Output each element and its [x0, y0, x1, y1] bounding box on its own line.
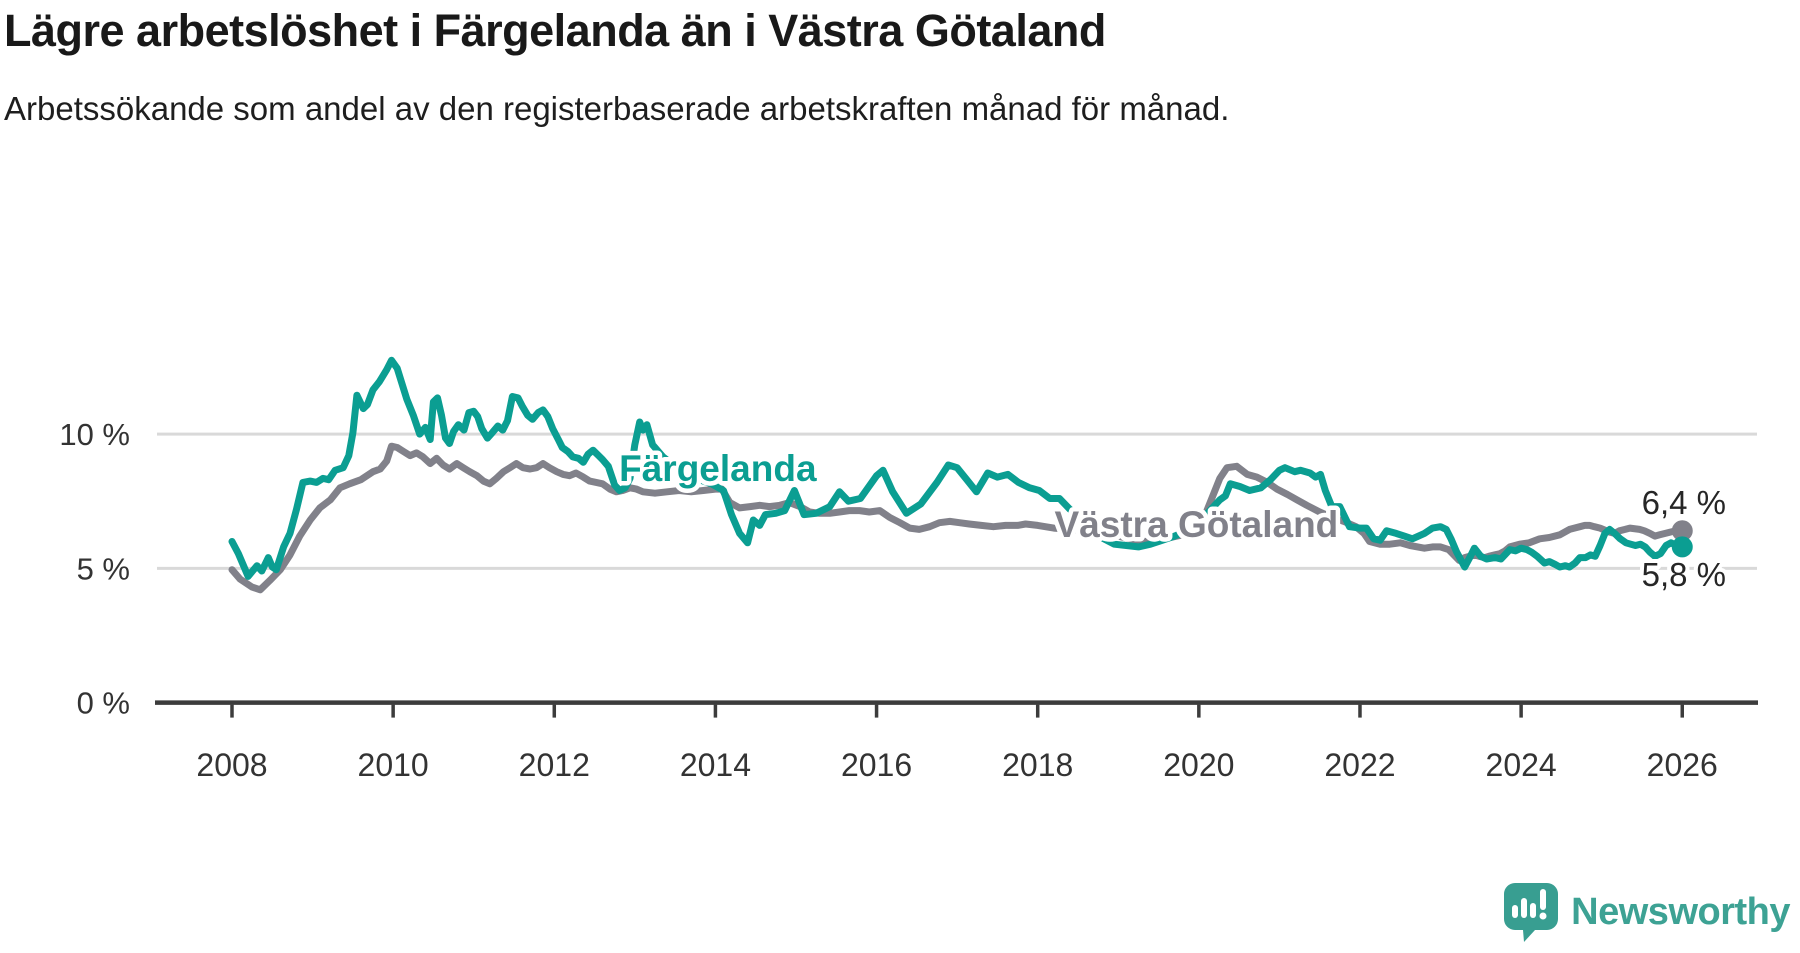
x-tick-label-2018: 2018 — [1002, 747, 1073, 783]
logo-bar-3 — [1530, 903, 1537, 918]
x-tick-label-2008: 2008 — [196, 747, 267, 783]
y-tick-label-0: 0 % — [77, 686, 130, 721]
end-value-label-vastra-gotaland: 6,4 % — [1642, 484, 1726, 521]
logo-bar-2 — [1521, 898, 1528, 918]
logo-exclamation-icon — [1540, 889, 1547, 910]
series-line-fargelanda — [228, 356, 1686, 580]
end-dot-vastra-gotaland — [1671, 520, 1693, 542]
newsworthy-logo: Newsworthy — [1504, 883, 1790, 942]
x-tick-label-2014: 2014 — [680, 747, 751, 783]
chart-subtitle: Arbetssökande som andel av den registerb… — [4, 90, 1230, 127]
newsworthy-logo-text: Newsworthy — [1571, 891, 1790, 933]
series-label-vastra-gotaland: Västra Götaland — [1055, 504, 1339, 545]
series-label-fargelanda: Färgelanda — [619, 448, 817, 489]
end-dot-fargelanda — [1671, 536, 1693, 558]
y-tick-label-10: 10 % — [59, 417, 130, 452]
x-tick-label-2016: 2016 — [841, 747, 912, 783]
end-value-label-fargelanda: 5,8 % — [1642, 556, 1726, 593]
chart-header: Lägre arbetslöshet i Färgelanda än i Väs… — [4, 4, 1464, 133]
series-line-vastra-gotaland — [228, 442, 1686, 594]
x-tick-label-2022: 2022 — [1324, 747, 1395, 783]
x-tick-label-2020: 2020 — [1163, 747, 1234, 783]
logo-exclamation-dot — [1539, 912, 1547, 920]
page-title: Lägre arbetslöshet i Färgelanda än i Väs… — [4, 5, 1106, 56]
y-tick-label-5: 5 % — [77, 551, 130, 586]
newsworthy-logo-icon — [1504, 883, 1559, 942]
x-tick-label-2012: 2012 — [519, 747, 590, 783]
x-tick-label-2026: 2026 — [1647, 747, 1718, 783]
x-tick-label-2024: 2024 — [1486, 747, 1557, 783]
logo-bar-1 — [1512, 905, 1519, 918]
x-tick-label-2010: 2010 — [358, 747, 429, 783]
